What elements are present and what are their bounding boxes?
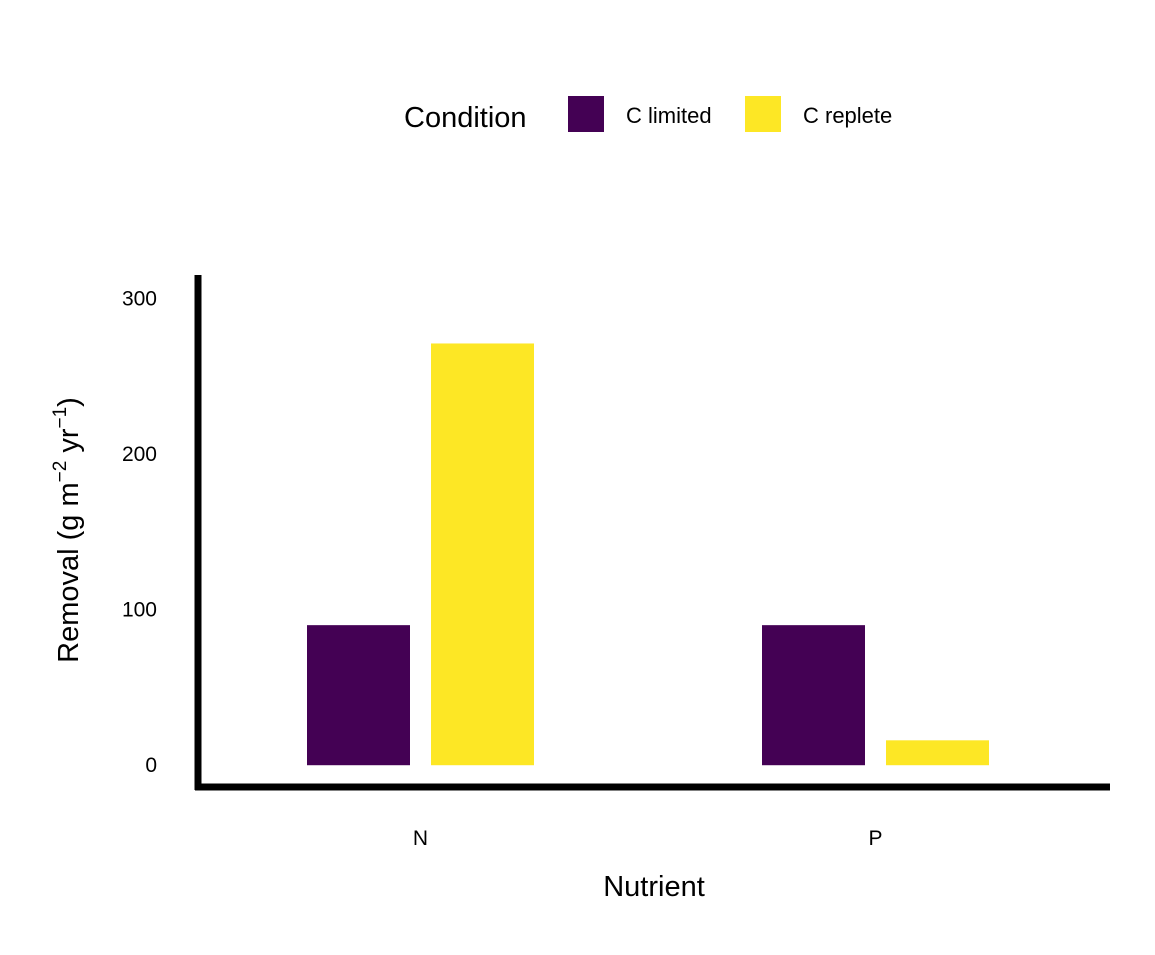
y-tick-label: 0 (145, 754, 157, 777)
x-axis-title: Nutrient (603, 871, 705, 903)
x-tick-label: P (868, 827, 882, 850)
y-axis-title-exponent-2: −1 (50, 407, 71, 429)
x-tick-label: N (413, 827, 428, 850)
bar-p-c-replete (886, 740, 989, 766)
y-tick-label: 200 (122, 443, 157, 466)
bar-n-c-limited (307, 625, 410, 766)
legend-item: C replete (745, 96, 892, 132)
legend-label: C replete (803, 103, 892, 128)
y-axis-title-mid: yr (53, 428, 85, 461)
bar-n-c-replete (431, 343, 534, 766)
legend-swatch (745, 96, 781, 132)
legend-swatch (568, 96, 604, 132)
y-axis-title-exponent-1: −2 (50, 461, 71, 483)
y-axis-title: Removal (g m−2 yr−1) (50, 397, 85, 663)
legend-label: C limited (626, 103, 712, 128)
y-axis-title-close: ) (53, 397, 85, 407)
y-tick-label: 100 (122, 599, 157, 622)
legend: Condition C limited C replete (404, 96, 892, 134)
y-tick-labels: 0 100 200 300 (122, 287, 157, 777)
bars-group (307, 343, 989, 766)
y-tick-label: 300 (122, 287, 157, 310)
legend-item: C limited (568, 96, 712, 132)
bar-p-c-limited (762, 625, 865, 766)
legend-title: Condition (404, 102, 527, 134)
y-axis-title-main: Removal (g m (53, 482, 85, 663)
